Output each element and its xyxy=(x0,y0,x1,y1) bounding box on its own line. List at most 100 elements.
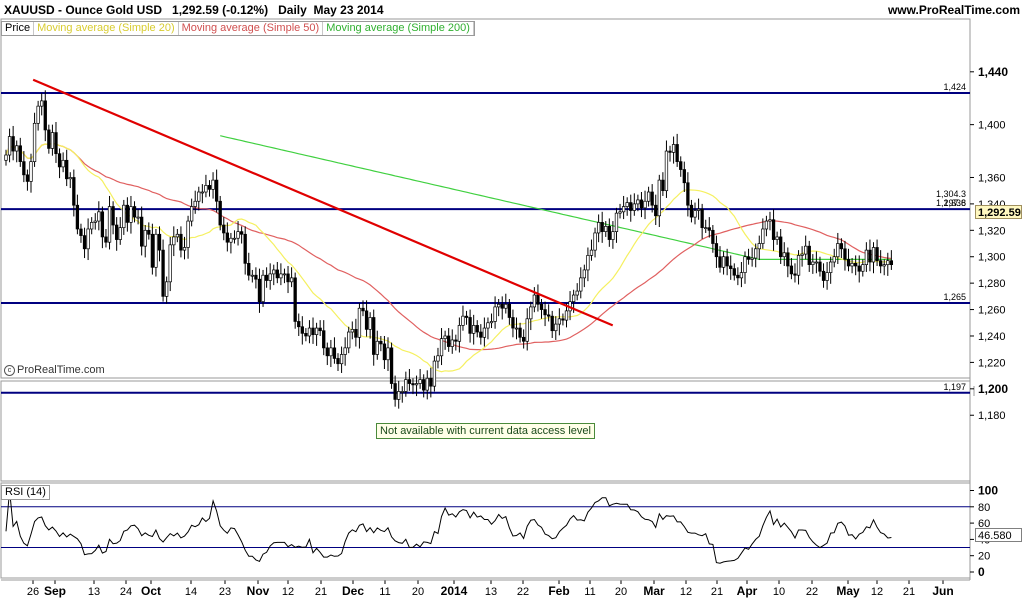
candle-body xyxy=(818,261,822,272)
candle-body xyxy=(782,252,786,258)
x-tick-label: Nov xyxy=(247,584,270,598)
candle-body xyxy=(225,232,229,243)
candle-body xyxy=(554,323,558,332)
candle-body xyxy=(79,228,83,236)
candle-body xyxy=(714,243,719,258)
candle-body xyxy=(140,216,144,247)
candle-body xyxy=(43,100,47,131)
x-tick-label: 11 xyxy=(379,586,390,598)
candle-body xyxy=(197,191,201,202)
candle-body xyxy=(407,379,412,384)
candle-body xyxy=(596,222,601,234)
candle-body xyxy=(261,274,265,302)
candle-body xyxy=(97,211,101,222)
candle-body xyxy=(811,261,815,266)
candle-body xyxy=(514,327,519,330)
y-tick-label: 1,400 xyxy=(978,120,1006,132)
data-access-notice: Not available with current data access l… xyxy=(376,423,595,439)
candle-body xyxy=(193,200,197,207)
candle-body xyxy=(125,204,130,223)
credit-text: c ProRealTime.com xyxy=(4,364,105,376)
candle-body xyxy=(804,245,808,255)
candle-body xyxy=(200,191,205,194)
candle-body xyxy=(118,227,122,240)
x-tick-label: Mar xyxy=(643,584,665,598)
candle-body xyxy=(332,347,337,359)
candle-body xyxy=(82,235,87,250)
candle-body xyxy=(878,260,883,267)
candle-body xyxy=(15,145,19,152)
legend-ma20[interactable]: Moving average (Simple 20) xyxy=(34,22,179,35)
x-tick-label: Sep xyxy=(44,584,66,598)
y-tick-label: 1,180 xyxy=(978,410,1006,422)
candle-body xyxy=(186,220,190,248)
candle-body xyxy=(115,224,119,240)
x-tick-label: Oct xyxy=(141,584,161,598)
candle-body xyxy=(264,274,269,281)
candle-body xyxy=(439,338,444,357)
candle-body xyxy=(632,203,636,211)
rsi-tick-label: 100 xyxy=(978,484,998,498)
candle-body xyxy=(846,259,851,267)
x-tick-label: 14 xyxy=(185,586,197,598)
candle-body xyxy=(771,219,776,240)
candle-body xyxy=(272,269,276,275)
candle-body xyxy=(575,290,579,296)
candle-body xyxy=(168,244,172,283)
candle-body xyxy=(350,329,354,333)
candle-body xyxy=(136,216,140,219)
ma-value-label: 1,304.3 xyxy=(936,189,966,199)
level-label: 1,424 xyxy=(943,82,966,92)
candle-body xyxy=(400,391,404,393)
legend-ma50[interactable]: Moving average (Simple 50) xyxy=(179,22,324,35)
candle-body xyxy=(218,200,222,226)
candle-body xyxy=(629,202,633,211)
rsi-tick-label: 80 xyxy=(978,502,990,514)
x-tick-label: Feb xyxy=(548,584,569,598)
candle-body xyxy=(339,354,344,365)
candle-body xyxy=(604,225,608,232)
ma-value-label: 1,297.8 xyxy=(936,198,966,208)
legend-ma200[interactable]: Moving average (Simple 200) xyxy=(323,22,474,35)
candle-body xyxy=(347,331,351,349)
candle-body xyxy=(372,317,376,355)
candle-body xyxy=(725,256,729,267)
site-url[interactable]: www.ProRealTime.com xyxy=(887,3,1020,17)
chart-header: XAUUSD - Ounce Gold USD 1,292.59 (-0.12%… xyxy=(4,3,384,17)
y-tick-label: 1,220 xyxy=(978,357,1006,369)
candle-body xyxy=(364,310,369,330)
x-tick-label: Jun xyxy=(932,584,953,598)
candle-body xyxy=(393,383,397,400)
rsi-title[interactable]: RSI (14) xyxy=(1,485,50,500)
candle-body xyxy=(557,318,561,325)
candle-body xyxy=(147,229,151,235)
candle-body xyxy=(796,255,801,276)
candle-body xyxy=(639,199,644,209)
candle-body xyxy=(179,233,183,251)
candle-body xyxy=(311,327,315,336)
candle-body xyxy=(447,335,451,347)
candle-body xyxy=(611,231,615,240)
legend-price[interactable]: Price xyxy=(2,22,35,35)
candle-body xyxy=(257,278,262,302)
candle-body xyxy=(7,136,12,156)
candle-body xyxy=(165,281,169,297)
candle-body xyxy=(807,245,811,266)
rsi-panel: 100806040200 xyxy=(1,484,998,579)
y-tick-label: 1,440 xyxy=(978,65,1008,79)
candle-body xyxy=(382,343,387,361)
candle-body xyxy=(764,220,769,230)
candle-body xyxy=(464,315,469,318)
candle-body xyxy=(204,185,208,193)
candle-body xyxy=(589,249,594,256)
candle-body xyxy=(757,243,761,250)
candle-body xyxy=(404,379,408,392)
candle-body xyxy=(297,321,301,328)
candle-body xyxy=(761,228,765,244)
candle-body xyxy=(386,347,390,361)
rsi-line xyxy=(5,490,892,564)
candle-body xyxy=(886,260,890,266)
candle-body xyxy=(25,174,30,182)
candle-body xyxy=(389,347,394,384)
